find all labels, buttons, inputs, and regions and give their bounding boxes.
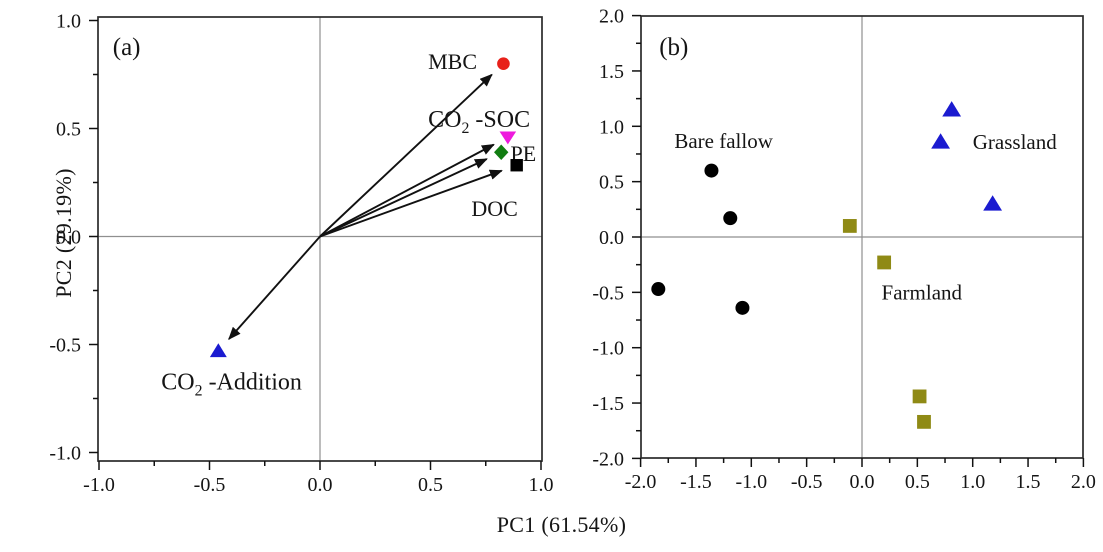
loading-arrow — [319, 158, 488, 238]
y-axis-tick-label: -0.5 — [592, 282, 624, 304]
y-axis-tick-label: 1.5 — [599, 61, 624, 83]
series-label: Grassland — [973, 130, 1057, 154]
loading-arrow — [319, 143, 495, 238]
y-axis-tick-label: -1.0 — [49, 443, 81, 465]
panel-a: -1.0 -0.5 0.0 0.5 1.0 1.0 0.5 0.0 -0.5 -1.0 (a) MBC… — [49, 11, 553, 497]
data-point-marker — [877, 255, 892, 270]
data-point-marker — [723, 211, 738, 226]
x-axis-tick-label: -1.0 — [83, 474, 115, 496]
data-point-marker — [942, 101, 962, 117]
data-point-marker — [842, 219, 857, 233]
data-point-marker — [912, 389, 927, 404]
x-axis-tick-label: -1.5 — [680, 471, 712, 493]
x-axis-tick-label: 1.0 — [960, 471, 985, 493]
loading-label: CO2 -SOC — [428, 107, 530, 137]
data-point-marker — [651, 282, 666, 297]
y-axis-tick-label: 1.0 — [56, 11, 81, 33]
series-label: Farmland — [882, 280, 963, 304]
y-axis-tick-label: -2.0 — [592, 448, 624, 470]
loading-label: MBC — [428, 49, 477, 74]
data-point-marker — [510, 159, 523, 172]
data-point-marker — [497, 57, 510, 70]
data-point-marker — [931, 133, 950, 149]
y-axis-tick-label: 0.5 — [599, 172, 624, 194]
y-axis-tick-label: 0.5 — [56, 119, 81, 141]
y-axis-tick-label: -1.5 — [592, 393, 624, 415]
loading-arrow — [228, 235, 321, 340]
x-axis-tick-label: -1.0 — [735, 471, 767, 493]
x-axis-tick-label: 0.5 — [905, 471, 930, 493]
x-axis-tick-label: -0.5 — [791, 471, 823, 493]
y-axis-tick-label: 0.0 — [56, 227, 81, 249]
y-axis-tick-label: -0.5 — [49, 335, 81, 357]
loading-arrow — [319, 73, 493, 238]
x-axis-tick-label: 0.0 — [850, 471, 875, 493]
x-axis-tick-label: 0.5 — [418, 474, 443, 496]
panel-b: -2.0 -1.5 -1.0 -0.5 0.0 0.5 1.0 1.5 2.0 2.0 1.5 1.0… — [592, 6, 1096, 493]
x-axis-tick-label: 1.5 — [1016, 471, 1041, 493]
x-axis-tick-label: -0.5 — [194, 474, 226, 496]
y-axis-tick-label: 2.0 — [599, 6, 624, 28]
x-axis-tick-label: -2.0 — [625, 471, 657, 493]
x-axis-title: PC1 (61.54%) — [496, 512, 627, 537]
y-axis-title: PC2 (29.19%) — [51, 168, 76, 298]
y-axis-tick-label: -1.0 — [592, 338, 624, 360]
panel-letter: (b) — [659, 34, 688, 61]
series-label: Bare fallow — [674, 129, 773, 153]
x-axis-tick-label: 0.0 — [308, 474, 333, 496]
data-point-marker — [499, 131, 517, 145]
loading-label: DOC — [471, 196, 517, 221]
loading-label: CO2 -Addition — [161, 369, 302, 399]
loading-arrow — [319, 169, 503, 238]
data-point-marker — [917, 414, 931, 429]
data-point-marker — [704, 163, 719, 178]
panel-letter: (a) — [113, 34, 141, 61]
data-point-marker — [494, 144, 509, 160]
data-point-marker — [735, 300, 750, 315]
y-axis-tick-label: 0.0 — [599, 227, 624, 249]
y-axis-tick-label: 1.0 — [599, 116, 624, 138]
x-axis-tick-label: 1.0 — [529, 474, 554, 496]
data-point-marker — [209, 343, 227, 358]
data-point-marker — [983, 195, 1003, 211]
x-axis-tick-label: 2.0 — [1071, 471, 1096, 493]
